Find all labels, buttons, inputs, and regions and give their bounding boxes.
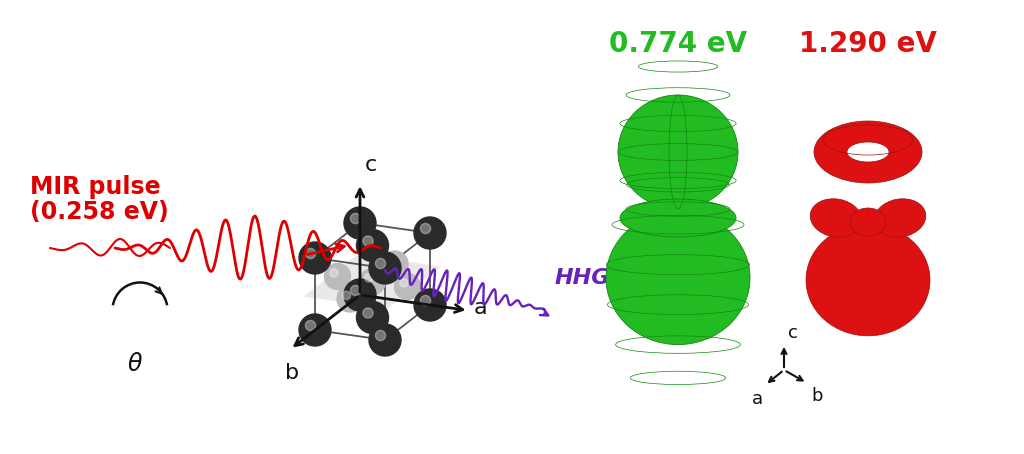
Circle shape bbox=[299, 242, 331, 274]
Circle shape bbox=[369, 324, 401, 356]
Ellipse shape bbox=[606, 212, 750, 345]
Circle shape bbox=[376, 331, 386, 340]
Circle shape bbox=[365, 274, 373, 282]
Circle shape bbox=[325, 263, 350, 290]
Text: HHG: HHG bbox=[555, 268, 610, 288]
Text: (0.258 eV): (0.258 eV) bbox=[30, 200, 169, 224]
Ellipse shape bbox=[810, 199, 862, 237]
Circle shape bbox=[382, 251, 408, 277]
Polygon shape bbox=[303, 255, 441, 309]
Circle shape bbox=[414, 289, 446, 321]
Text: b: b bbox=[811, 387, 822, 405]
Text: a: a bbox=[752, 390, 763, 408]
Circle shape bbox=[359, 268, 385, 295]
Text: θ: θ bbox=[128, 352, 142, 376]
Text: c: c bbox=[365, 155, 377, 175]
Text: c: c bbox=[788, 324, 798, 342]
Ellipse shape bbox=[620, 199, 736, 237]
Circle shape bbox=[362, 308, 373, 318]
Circle shape bbox=[376, 258, 386, 269]
Circle shape bbox=[344, 279, 376, 311]
Text: 1.290 eV: 1.290 eV bbox=[799, 30, 937, 58]
Text: a: a bbox=[473, 297, 487, 317]
Text: b: b bbox=[286, 363, 299, 383]
Circle shape bbox=[337, 286, 362, 312]
Circle shape bbox=[305, 248, 315, 259]
Ellipse shape bbox=[850, 208, 886, 236]
Circle shape bbox=[342, 291, 350, 300]
Ellipse shape bbox=[814, 121, 922, 183]
Circle shape bbox=[344, 207, 376, 239]
Circle shape bbox=[414, 217, 446, 249]
Circle shape bbox=[330, 269, 338, 277]
Circle shape bbox=[362, 236, 373, 246]
Ellipse shape bbox=[618, 95, 738, 209]
Circle shape bbox=[421, 223, 431, 234]
Text: 0.774 eV: 0.774 eV bbox=[609, 30, 748, 58]
Circle shape bbox=[369, 252, 401, 284]
Text: MIR pulse: MIR pulse bbox=[30, 175, 161, 199]
Circle shape bbox=[399, 279, 408, 287]
Circle shape bbox=[394, 273, 421, 300]
Circle shape bbox=[305, 321, 315, 331]
Circle shape bbox=[387, 256, 395, 265]
Circle shape bbox=[421, 296, 431, 306]
Circle shape bbox=[350, 286, 360, 296]
Ellipse shape bbox=[847, 142, 889, 162]
Circle shape bbox=[350, 213, 360, 224]
Circle shape bbox=[356, 301, 388, 334]
Ellipse shape bbox=[874, 199, 926, 237]
Ellipse shape bbox=[806, 224, 930, 336]
Circle shape bbox=[356, 230, 388, 262]
Circle shape bbox=[299, 314, 331, 346]
